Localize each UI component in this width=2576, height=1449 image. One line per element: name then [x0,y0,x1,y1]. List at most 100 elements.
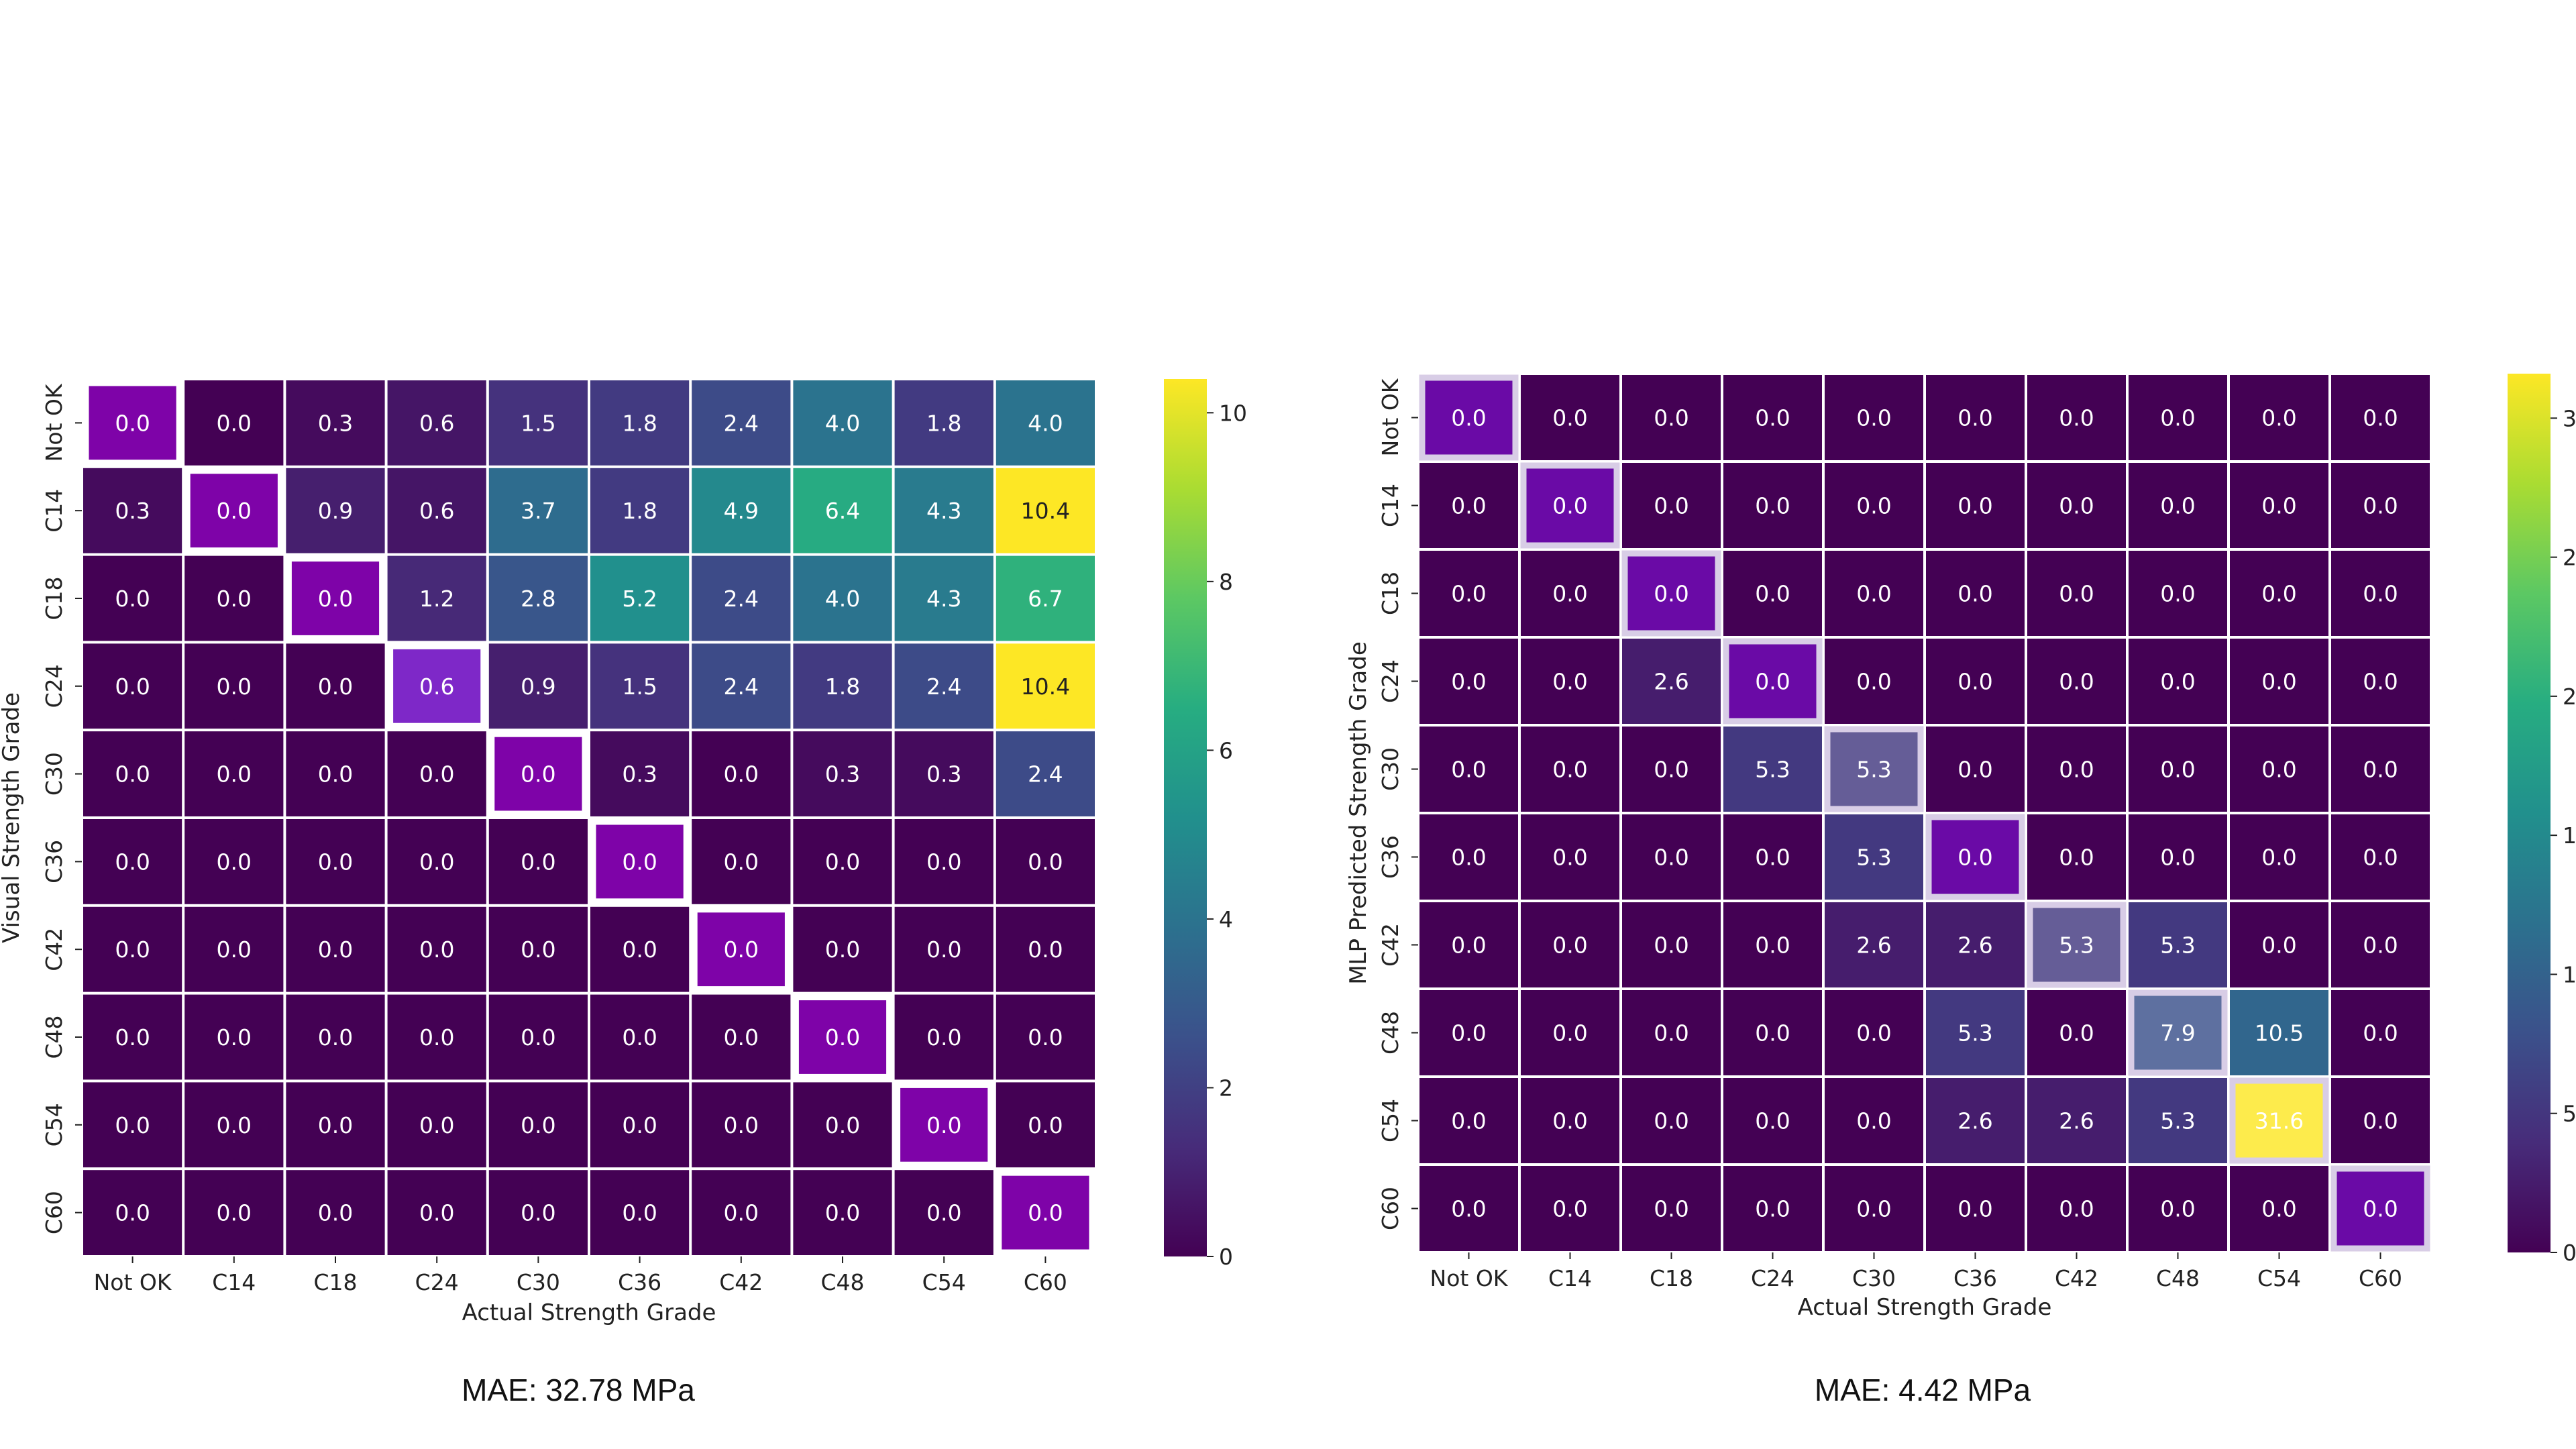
cell-value-label: 0.0 [217,1112,252,1138]
heatmap-cell [2129,727,2227,812]
cell-value-label: 0.0 [521,849,555,875]
heatmap-cell [2129,463,2227,548]
heatmap-cell [2027,990,2126,1075]
cell-value-label: 0.0 [2160,493,2195,519]
colorbar-tick-label: 10 [2563,961,2576,987]
heatmap-cell [1825,902,1923,987]
cell-value-label: 0.0 [1451,493,1486,519]
cell-value-label: 0.0 [1451,932,1486,959]
cell-value-label: 0.0 [318,936,353,963]
cell-value-label: 0.0 [217,936,252,963]
cell-value-label: 0.0 [1451,845,1486,871]
heatmap-cell [894,643,994,729]
heatmap-cell [2027,902,2126,987]
cell-value-label: 0.0 [2059,581,2094,607]
heatmap-cell [1622,639,1721,724]
heatmap-cell [83,380,182,466]
heatmap-cell [590,1082,690,1168]
heatmap-cell [793,906,892,992]
heatmap-cell [894,380,994,466]
cell-value-label: 0.6 [419,674,454,700]
cell-value-label: 0.0 [419,1024,454,1051]
heatmap-cell [590,1170,690,1255]
heatmap-cell [2230,375,2328,460]
cell-value-label: 2.8 [521,586,555,612]
cell-value-label: 0.0 [2363,932,2398,959]
heatmap-cell [2230,990,2328,1075]
cell-value-label: 5.3 [1755,757,1790,783]
heatmap-cell [1521,463,1619,548]
heatmap-cell [1419,639,1518,724]
cell-value-label: 0.0 [115,936,150,963]
cell-value-label: 0.0 [2261,405,2296,431]
heatmap-cell [1825,1166,1923,1251]
cell-value-label: 0.0 [2160,1196,2195,1222]
heatmap-cell [1926,1078,2025,1163]
heatmap-cell [2331,375,2430,460]
heatmap-cell [793,1170,892,1255]
cell-value-label: 0.0 [724,1200,759,1226]
cell-value-label: 0.3 [825,761,860,788]
heatmap-cell [590,731,690,816]
heatmap-cell [1521,990,1619,1075]
cell-value-label: 2.4 [724,674,759,700]
heatmap-cell [1825,814,1923,900]
colorbar [1164,379,1207,1256]
cell-value-label: 0.0 [217,498,252,524]
right-mae-caption: MAE: 4.42 MPa [1814,1373,2031,1407]
cell-value-label: 2.6 [1957,1108,1992,1134]
colorbar-tick-label: 4 [1219,906,1233,932]
cell-value-label: 31.6 [2255,1108,2304,1134]
cell-value-label: 0.6 [419,410,454,436]
heatmap-cell [2331,639,2430,724]
heatmap-cell [488,906,588,992]
heatmap-cell [1723,1166,1822,1251]
heatmap-cell [2331,551,2430,636]
heatmap-cell [793,380,892,466]
cell-value-label: 1.5 [521,410,555,436]
cell-value-label: 0.0 [115,1112,150,1138]
heatmap-cell [83,731,182,816]
heatmap-cell [793,1082,892,1168]
x-tick-label: C42 [719,1269,763,1295]
heatmap-cell [184,1082,284,1168]
cell-value-label: 0.0 [1755,493,1790,519]
cell-value-label: 0.0 [2261,845,2296,871]
heatmap-cell [894,906,994,992]
heatmap-cell [83,906,182,992]
heatmap-cell [1723,375,1822,460]
x-tick-label: C24 [1751,1265,1794,1291]
heatmap-cell [1622,902,1721,987]
cell-value-label: 5.3 [1856,845,1891,871]
heatmap-cell [1419,990,1518,1075]
cell-value-label: 0.0 [521,936,555,963]
cell-value-label: 0.0 [1552,1196,1587,1222]
cell-value-label: 0.3 [318,410,353,436]
cell-value-label: 5.3 [1957,1020,1992,1046]
heatmap-cell [2027,1166,2126,1251]
heatmap-cell [1419,1078,1518,1163]
heatmap-cell [1926,814,2025,900]
colorbar [2508,374,2551,1252]
heatmap-cell [590,994,690,1080]
cell-value-label: 2.4 [724,410,759,436]
heatmap-cell [1825,1078,1923,1163]
heatmap-cell [590,380,690,466]
cell-value-label: 0.0 [1957,493,1992,519]
cell-value-label: 1.5 [622,674,657,700]
cell-value-label: 0.0 [2059,1020,2094,1046]
heatmap-cell [1622,463,1721,548]
heatmap-cell [488,1082,588,1168]
heatmap-cell [488,1170,588,1255]
y-tick-label: C54 [1377,1099,1403,1142]
y-axis-label: Visual Strength Grade [0,692,25,943]
y-tick-label: C24 [41,664,67,708]
heatmap-cell [692,643,791,729]
cell-value-label: 0.0 [419,1112,454,1138]
cell-value-label: 0.0 [622,849,657,875]
cell-value-label: 0.0 [1856,669,1891,695]
heatmap-cell [184,1170,284,1255]
cell-value-label: 0.0 [1552,932,1587,959]
cell-value-label: 0.0 [2059,493,2094,519]
heatmap-cell [2027,375,2126,460]
